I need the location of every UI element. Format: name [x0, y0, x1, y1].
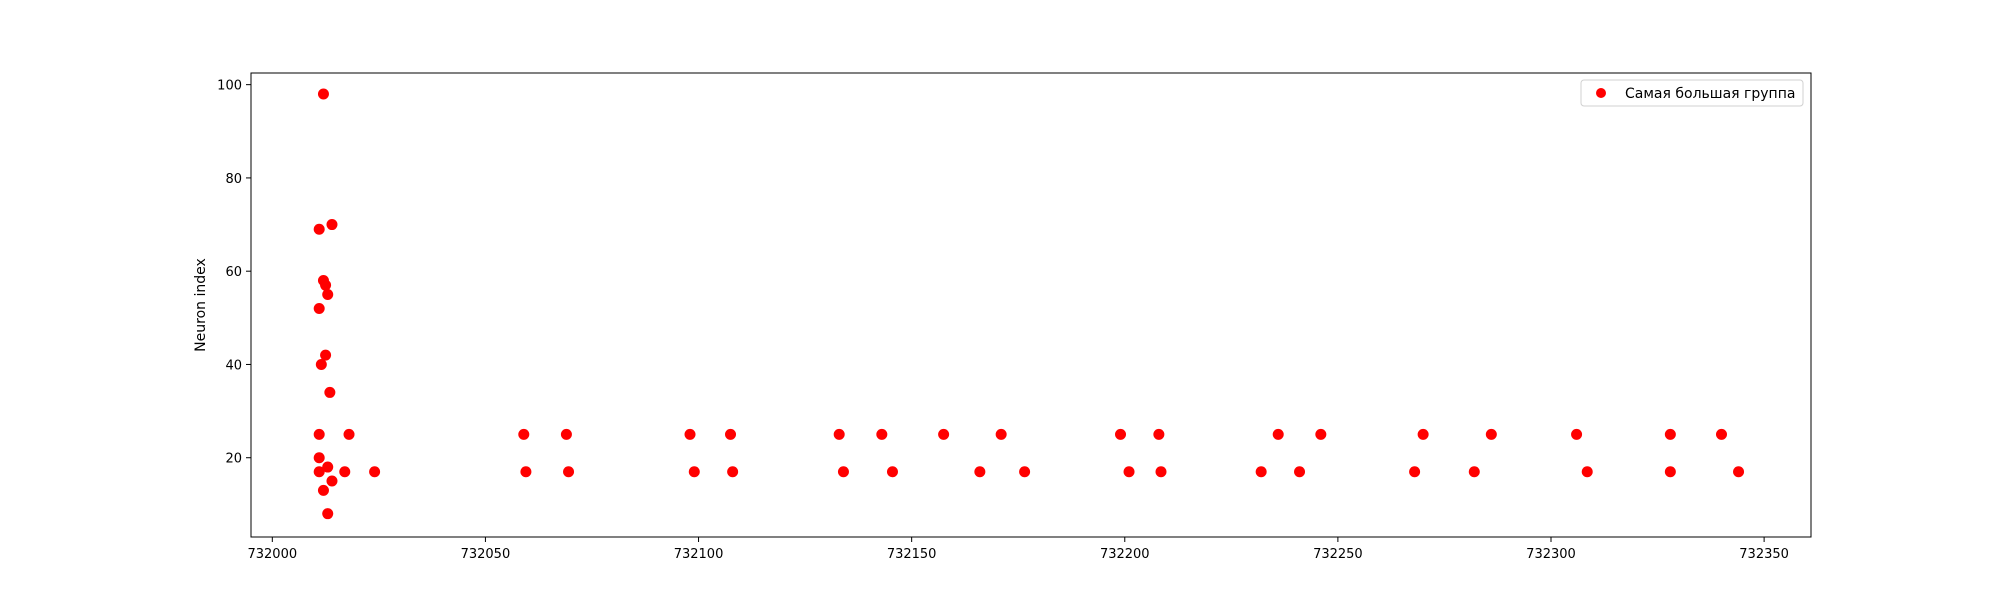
x-tick-label: 732100 [674, 547, 724, 562]
data-point [1315, 428, 1327, 440]
data-point [326, 219, 338, 231]
data-point [837, 466, 849, 478]
x-tick-label: 732200 [1100, 547, 1150, 562]
data-point [1581, 466, 1593, 478]
data-point [322, 289, 334, 301]
data-point [339, 466, 351, 478]
data-point [1417, 428, 1429, 440]
data-point [1155, 466, 1167, 478]
x-tick-label: 732250 [1313, 547, 1363, 562]
data-point [1255, 466, 1267, 478]
data-point [313, 302, 325, 314]
data-point [1115, 428, 1127, 440]
data-point [320, 279, 332, 291]
data-point [688, 466, 700, 478]
y-tick-label: 40 [225, 358, 242, 373]
data-point [1019, 466, 1031, 478]
legend-marker [1596, 88, 1606, 98]
legend: Самая большая группа [1580, 79, 1804, 107]
data-point [518, 428, 530, 440]
data-point [313, 452, 325, 464]
data-point [560, 428, 572, 440]
data-point [1664, 428, 1676, 440]
data-point [1468, 466, 1480, 478]
data-point [1294, 466, 1306, 478]
legend-label: Самая большая группа [1625, 86, 1795, 102]
legend-box [1580, 79, 1804, 107]
data-points [313, 88, 1745, 520]
y-tick-label: 60 [225, 265, 242, 280]
data-point [684, 428, 696, 440]
data-point [1571, 428, 1583, 440]
data-point [1715, 428, 1727, 440]
data-point [876, 428, 888, 440]
y-tick-label: 20 [225, 452, 242, 467]
data-point [322, 461, 334, 473]
data-point [1153, 428, 1165, 440]
data-point [1409, 466, 1421, 478]
x-tick-label: 732350 [1739, 547, 1789, 562]
data-point [995, 428, 1007, 440]
x-tick-label: 732150 [887, 547, 937, 562]
data-point [313, 223, 325, 235]
data-point [520, 466, 532, 478]
x-axis-ticks: 732000 732050 732100 732150 732200 732250 7323… [247, 537, 1789, 562]
plot-frame [250, 72, 1812, 538]
data-point [1664, 466, 1676, 478]
data-point [974, 466, 986, 478]
data-point [317, 484, 329, 496]
data-point [315, 358, 327, 370]
data-point [833, 428, 845, 440]
data-point [725, 428, 737, 440]
data-point [1733, 466, 1745, 478]
data-point [322, 508, 334, 520]
data-point [320, 349, 332, 361]
data-point [1272, 428, 1284, 440]
x-tick-label: 732300 [1526, 547, 1576, 562]
x-tick-label: 732000 [247, 547, 297, 562]
y-axis-ticks: 20 40 60 80 100 [217, 79, 251, 467]
data-point [343, 428, 355, 440]
data-point [369, 466, 381, 478]
y-axis-label: Neuron index [193, 258, 209, 352]
y-tick-label: 100 [217, 79, 242, 94]
data-point [563, 466, 575, 478]
data-point [313, 428, 325, 440]
data-point [326, 475, 338, 487]
data-point [1485, 428, 1497, 440]
x-tick-label: 732050 [461, 547, 511, 562]
data-point [727, 466, 739, 478]
data-point [324, 386, 336, 398]
data-point [938, 428, 950, 440]
data-point [317, 88, 329, 100]
y-tick-label: 80 [225, 172, 242, 187]
data-point [886, 466, 898, 478]
data-point [313, 466, 325, 478]
data-point [1123, 466, 1135, 478]
